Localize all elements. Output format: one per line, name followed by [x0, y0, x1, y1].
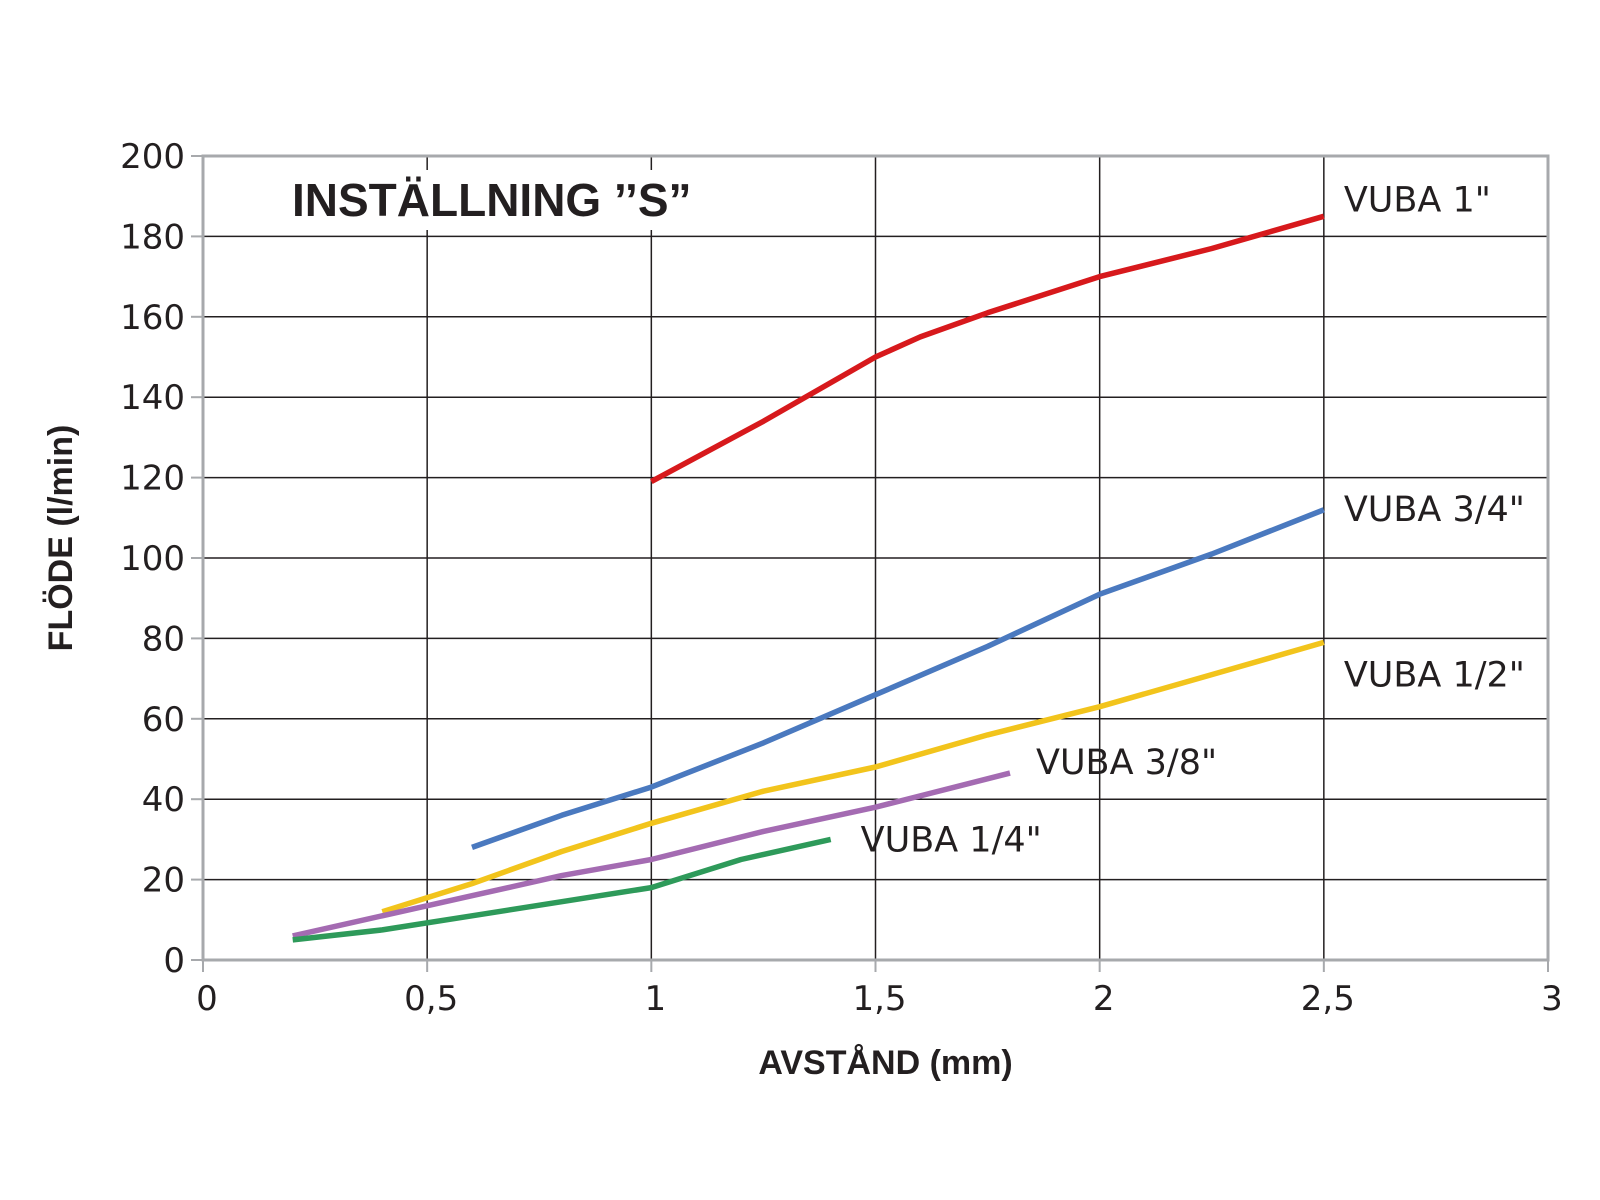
x-tick-label: 1,5: [852, 979, 906, 1019]
series-label-vuba-1-4: VUBA 1/4": [861, 820, 1042, 860]
series-line-vuba-1: [649, 213, 1325, 485]
x-tick-label: 1: [645, 979, 667, 1019]
y-tick-label: 200: [120, 137, 185, 177]
y-tick-label: 140: [120, 378, 185, 418]
series-line-vuba-3-4: [471, 507, 1325, 850]
y-tick-label: 100: [120, 539, 185, 579]
chart-title: INSTÄLLNING ’’S”: [292, 174, 692, 226]
y-tick-label: 160: [120, 298, 185, 338]
x-axis-title: AVSTÅND (mm): [758, 1044, 1012, 1082]
x-tick-label: 2,5: [1301, 979, 1355, 1019]
y-axis-ticks: 0 20 40 60 80 100 120 140 160 180 200: [120, 137, 203, 981]
x-axis-ticks: 0 0,5 1 1,5 2 2,5 3: [196, 960, 1563, 1019]
x-tick-label: 0: [196, 979, 218, 1019]
x-tick-label: 0,5: [404, 979, 458, 1019]
series-line-vuba-1-4: [292, 836, 832, 943]
y-tick-label: 20: [142, 861, 185, 901]
y-tick-label: 180: [120, 217, 185, 257]
y-axis-title: FLÖDE (l/min): [42, 425, 80, 652]
grid: [203, 156, 1548, 960]
y-tick-label: 0: [163, 941, 185, 981]
x-tick-label: 3: [1541, 979, 1563, 1019]
series-line-vuba-1-2: [381, 639, 1325, 915]
series-lines: [292, 213, 1325, 943]
series-label-vuba-1: VUBA 1": [1344, 180, 1491, 220]
y-tick-label: 80: [142, 619, 185, 659]
series-labels: VUBA 1" VUBA 3/4" VUBA 1/2" VUBA 3/8" VUBA 1…: [861, 180, 1525, 860]
x-tick-label: 2: [1093, 979, 1115, 1019]
series-label-vuba-3-8: VUBA 3/8": [1036, 743, 1217, 783]
y-tick-label: 60: [142, 700, 185, 740]
title-background: [280, 170, 750, 230]
y-tick-label: 40: [142, 780, 185, 820]
series-line-vuba-3-8: [292, 770, 1011, 939]
series-label-vuba-3-4: VUBA 3/4": [1344, 490, 1525, 530]
series-label-vuba-1-2: VUBA 1/2": [1344, 655, 1525, 695]
y-tick-label: 120: [120, 459, 185, 499]
